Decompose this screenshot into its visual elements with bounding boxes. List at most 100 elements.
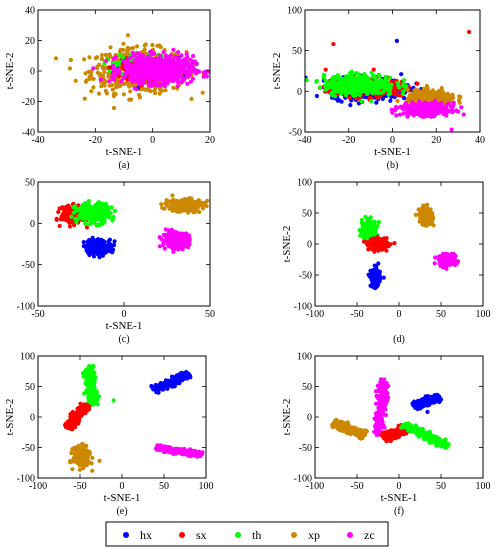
point-zc	[168, 64, 173, 69]
point-th	[374, 78, 379, 83]
point-hx	[374, 100, 379, 105]
point-th	[401, 89, 406, 94]
point-xp	[130, 45, 136, 51]
point-xp	[395, 98, 400, 104]
point-xp	[162, 206, 167, 211]
point-zc	[147, 56, 153, 62]
points	[54, 193, 210, 260]
point-sx	[56, 209, 61, 215]
panel-caption: (b)	[387, 160, 399, 171]
point-xp	[159, 202, 164, 207]
point-sx	[366, 247, 371, 252]
point-sx	[57, 223, 62, 229]
point-xp	[83, 79, 88, 84]
y-tick-label: -50	[22, 260, 35, 271]
y-tick-label: -20	[22, 97, 35, 108]
point-zc	[168, 241, 173, 246]
point-xp	[405, 87, 410, 92]
panels: -40 -20 0 20-40-2002040t-SNE-1t-SNE-2(a)-40…	[4, 6, 491, 518]
point-zc	[171, 249, 176, 254]
point-xp	[177, 208, 182, 213]
point-th	[335, 82, 340, 87]
point-hx	[93, 246, 98, 251]
point-zc	[176, 80, 181, 85]
point-zc	[427, 114, 432, 119]
point-zc	[114, 68, 119, 73]
point-th	[372, 87, 377, 92]
point-th	[367, 231, 372, 236]
point-th	[344, 74, 349, 79]
point-th	[337, 76, 343, 81]
point-xp	[137, 95, 142, 100]
point-xp	[67, 66, 72, 71]
point-th	[93, 208, 98, 213]
point-xp	[91, 85, 96, 90]
point-zc	[184, 231, 189, 236]
point-zc	[138, 60, 143, 65]
point-th	[86, 212, 91, 217]
point-zc	[439, 109, 444, 114]
point-zc	[171, 231, 176, 236]
point-th	[382, 85, 387, 90]
point-th	[361, 228, 366, 233]
point-zc	[405, 114, 410, 119]
point-xp	[430, 94, 435, 99]
point-th	[381, 89, 386, 94]
point-th	[86, 202, 91, 207]
point-th	[110, 218, 115, 223]
point-xp	[142, 47, 147, 52]
point-xp	[73, 78, 78, 83]
point-th	[90, 216, 95, 221]
point-th	[331, 75, 336, 80]
y-tick-label: 50	[25, 178, 35, 189]
y-tick-label: 40	[25, 6, 35, 17]
point-sx	[415, 81, 420, 86]
point-hx	[314, 93, 319, 99]
point-th	[314, 79, 319, 84]
point-th	[112, 208, 117, 213]
point-zc	[163, 227, 168, 232]
point-th	[360, 79, 365, 84]
point-th	[107, 211, 112, 216]
point-th	[387, 84, 392, 89]
point-zc	[418, 103, 423, 108]
point-xp	[125, 33, 131, 38]
point-th	[355, 85, 360, 90]
point-th	[118, 53, 123, 58]
point-zc	[169, 59, 174, 64]
point-zc	[145, 69, 150, 74]
point-zc	[163, 53, 168, 58]
point-th	[83, 202, 88, 207]
point-th	[99, 205, 104, 210]
point-th	[69, 214, 74, 219]
point-th	[321, 75, 326, 80]
point-zc	[175, 84, 180, 89]
point-zc	[152, 71, 157, 76]
point-xp	[125, 81, 130, 86]
point-zc	[140, 53, 145, 58]
point-th	[318, 85, 323, 90]
point-zc	[141, 78, 147, 84]
point-zc	[130, 79, 135, 84]
point-hx	[90, 235, 95, 240]
point-xp	[408, 92, 413, 97]
point-zc	[124, 71, 129, 76]
point-xp	[177, 200, 182, 205]
point-xp	[82, 96, 87, 101]
point-sx	[54, 217, 59, 222]
point-th	[325, 80, 330, 85]
x-axis-label: t-SNE-1	[374, 146, 411, 158]
point-zc	[159, 76, 164, 81]
point-sx	[57, 206, 62, 211]
point-th	[357, 92, 362, 97]
x-tick-label: -20	[89, 135, 102, 146]
point-zc	[394, 113, 399, 118]
point-xp	[146, 87, 151, 93]
point-xp	[420, 92, 425, 97]
point-sx	[72, 223, 77, 228]
point-xp	[192, 200, 197, 205]
point-th	[109, 205, 114, 210]
point-hx	[99, 240, 104, 245]
